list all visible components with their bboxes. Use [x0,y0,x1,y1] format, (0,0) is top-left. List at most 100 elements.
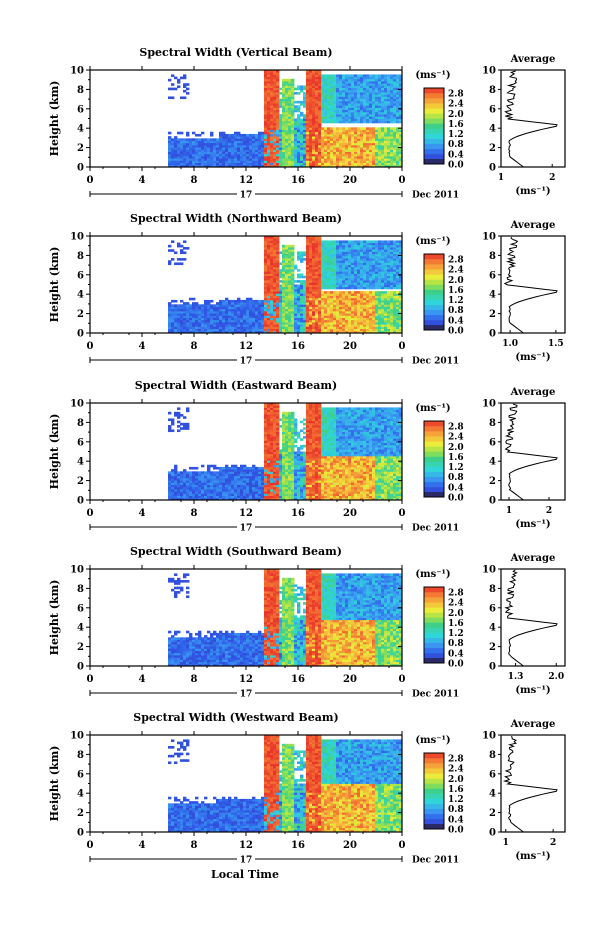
heatmap-cell [183,247,187,250]
heatmap-cell [282,83,286,86]
heatmap-cell [312,269,316,272]
heatmap-cell [387,78,391,82]
heatmap-cell [369,111,373,115]
heatmap-cell [354,302,358,305]
heatmap-cell [339,105,343,108]
heatmap-cell [348,92,352,95]
heatmap-cell [285,87,289,91]
heatmap-cell [336,155,340,159]
heatmap-cell [348,151,352,155]
heatmap-cell [204,144,208,148]
heatmap-cell [237,158,241,161]
heatmap-cell [192,330,196,334]
heatmap-cell [342,78,346,82]
heatmap-cell [186,164,190,168]
heatmap-cell [336,321,340,325]
heatmap-cell [327,151,331,155]
heatmap-cell [180,319,184,323]
heatmap-cell [258,153,262,157]
heatmap-cell [378,153,382,157]
heatmap-cell [285,269,289,272]
heatmap-cell [354,83,358,86]
heatmap-cell [333,160,337,163]
heatmap-cell [369,138,373,141]
heatmap-cell [264,317,268,321]
heatmap-cell [270,87,274,91]
heatmap-cell [372,76,376,80]
heatmap-cell [189,310,193,314]
heatmap-cell [171,313,175,316]
heatmap-cell [399,120,403,124]
heatmap-cell [213,317,217,321]
heatmap-cell [303,127,307,130]
heatmap-cell [273,153,277,157]
heatmap-cell [381,160,385,163]
heatmap-cell [354,321,358,325]
heatmap-cell [357,293,361,296]
heatmap-cell [369,105,373,108]
heatmap-cell [339,107,343,111]
heatmap-cell [324,85,328,89]
heatmap-cell [312,78,316,82]
heatmap-cell [315,81,319,84]
heatmap-cell [312,297,316,301]
heatmap-cell [363,142,367,146]
heatmap-cell [267,114,271,117]
heatmap-cell [339,147,343,150]
heatmap-cell [282,142,286,146]
heatmap-cell [255,326,259,329]
heatmap-cell [267,85,271,89]
heatmap-cell [342,116,346,119]
heatmap-cell [351,118,355,122]
heatmap-cell [303,85,307,89]
heatmap-cell [387,155,391,159]
heatmap-cell [339,85,343,89]
heatmap-cell [303,100,307,104]
heatmap-cell [270,98,274,102]
heatmap-cell [306,277,310,281]
heatmap-cell [318,78,322,82]
heatmap-cell [384,74,388,78]
heatmap-cell [249,151,253,155]
heatmap-cell [357,302,361,305]
heatmap-cell [369,96,373,100]
heatmap-cell [216,302,220,305]
heatmap-cell [177,304,181,307]
heatmap-cell [396,120,400,124]
heatmap-cell [249,149,253,152]
heatmap-cell [336,74,340,78]
heatmap-cell [387,131,391,135]
heatmap-cell [387,302,391,305]
heatmap-cell [273,94,277,97]
heatmap-cell [357,142,361,146]
heatmap-cell [207,321,211,325]
heatmap-cell [303,275,307,279]
heatmap-cell [264,89,268,93]
heatmap-cell [291,136,295,139]
heatmap-cell [396,83,400,86]
heatmap-cell [336,147,340,150]
heatmap-cell [252,158,256,161]
heatmap-cell [318,149,322,152]
heatmap-cell [357,87,361,91]
heatmap-cell [282,107,286,111]
heatmap-cell [333,118,337,122]
heatmap-cell [366,133,370,137]
heatmap-cell [177,313,181,316]
heatmap-cell [330,162,334,166]
heatmap-cell [384,133,388,137]
heatmap-cell [318,114,322,117]
heatmap-cell [252,133,256,137]
heatmap-cell [285,162,289,166]
heatmap-cell [348,109,352,113]
heatmap-cell [291,153,295,157]
heatmap-cell [384,142,388,146]
heatmap-cell [387,240,391,244]
heatmap-cell [312,85,316,89]
heatmap-cell [276,111,280,115]
heatmap-cell [342,155,346,159]
heatmap-cell [285,317,289,321]
heatmap-cell [264,293,268,296]
heatmap-cell [312,111,316,115]
heatmap-cell [183,258,187,261]
